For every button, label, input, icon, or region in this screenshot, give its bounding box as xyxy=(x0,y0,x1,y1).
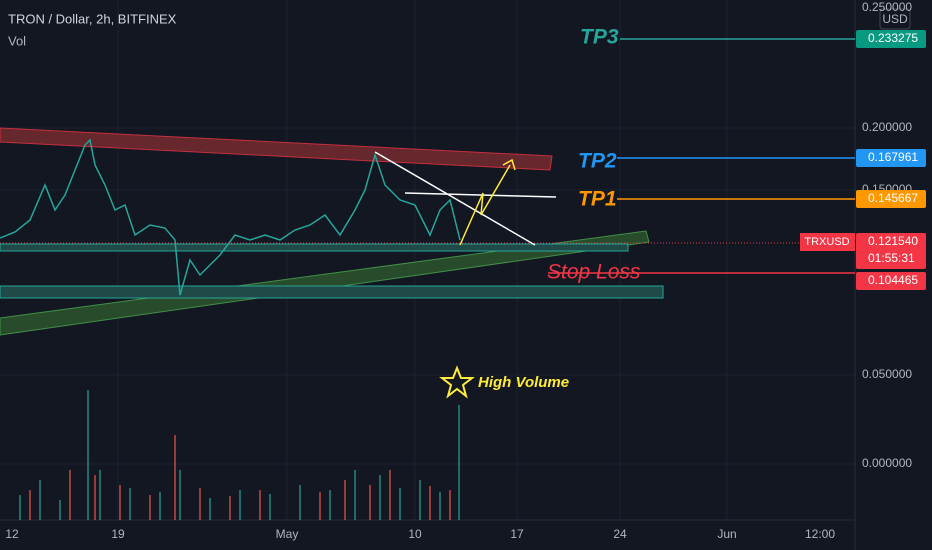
symbol-tag xyxy=(800,233,855,251)
volume xyxy=(29,435,451,520)
grid xyxy=(0,0,855,520)
time-tick: 12 xyxy=(5,527,19,541)
tp2-label: TP2 xyxy=(578,150,617,173)
time-tick: May xyxy=(276,527,299,541)
trend-line xyxy=(404,192,557,198)
support-band xyxy=(0,230,650,336)
time-tick: 24 xyxy=(613,527,627,541)
support-zone xyxy=(0,243,629,252)
time-tick: 10 xyxy=(408,527,422,541)
support-zone xyxy=(0,285,664,299)
price-tag xyxy=(856,149,926,167)
price-tag-text: 0.104465 xyxy=(868,273,918,287)
time-tick: 12:00 xyxy=(805,527,835,541)
countdown: 01:55:31 xyxy=(868,251,915,265)
price-tag xyxy=(856,233,926,269)
currency-button[interactable] xyxy=(879,8,911,30)
price-tag xyxy=(856,272,926,290)
price-tick: 0.050000 xyxy=(862,367,912,381)
stop-loss-label: Stop Loss xyxy=(547,261,641,284)
price-tick: 0.000000 xyxy=(862,456,912,470)
price-tag xyxy=(856,30,926,48)
star-icon xyxy=(439,365,475,399)
time-tick: 19 xyxy=(111,527,125,541)
symbol-title: TRON / Dollar, 2h, BITFINEX xyxy=(8,11,177,26)
volume xyxy=(19,390,460,520)
price-tag xyxy=(856,190,926,208)
arrow xyxy=(459,164,511,246)
price-tag-text: 0.167961 xyxy=(868,150,918,164)
price-line xyxy=(0,138,461,296)
price-tag-text: 0.233275 xyxy=(868,31,918,45)
indicator-label: Vol xyxy=(8,33,26,48)
trend-line xyxy=(374,151,536,246)
currency-label[interactable]: USD xyxy=(882,12,908,26)
high-volume-label: High Volume xyxy=(478,374,569,391)
symbol-tag-text: TRXUSD xyxy=(804,236,849,248)
time-tick: 17 xyxy=(510,527,524,541)
tp3-label: TP3 xyxy=(580,26,619,49)
resistance-band xyxy=(0,127,553,171)
time-tick: Jun xyxy=(717,527,736,541)
price-tick: 0.200000 xyxy=(862,120,912,134)
arrow xyxy=(502,158,516,171)
price-tag-text: 0.145667 xyxy=(868,191,918,205)
price-tag-text: 0.121540 xyxy=(868,234,918,248)
price-tick: 0.250000 xyxy=(862,0,912,14)
tp1-label: TP1 xyxy=(578,188,617,211)
